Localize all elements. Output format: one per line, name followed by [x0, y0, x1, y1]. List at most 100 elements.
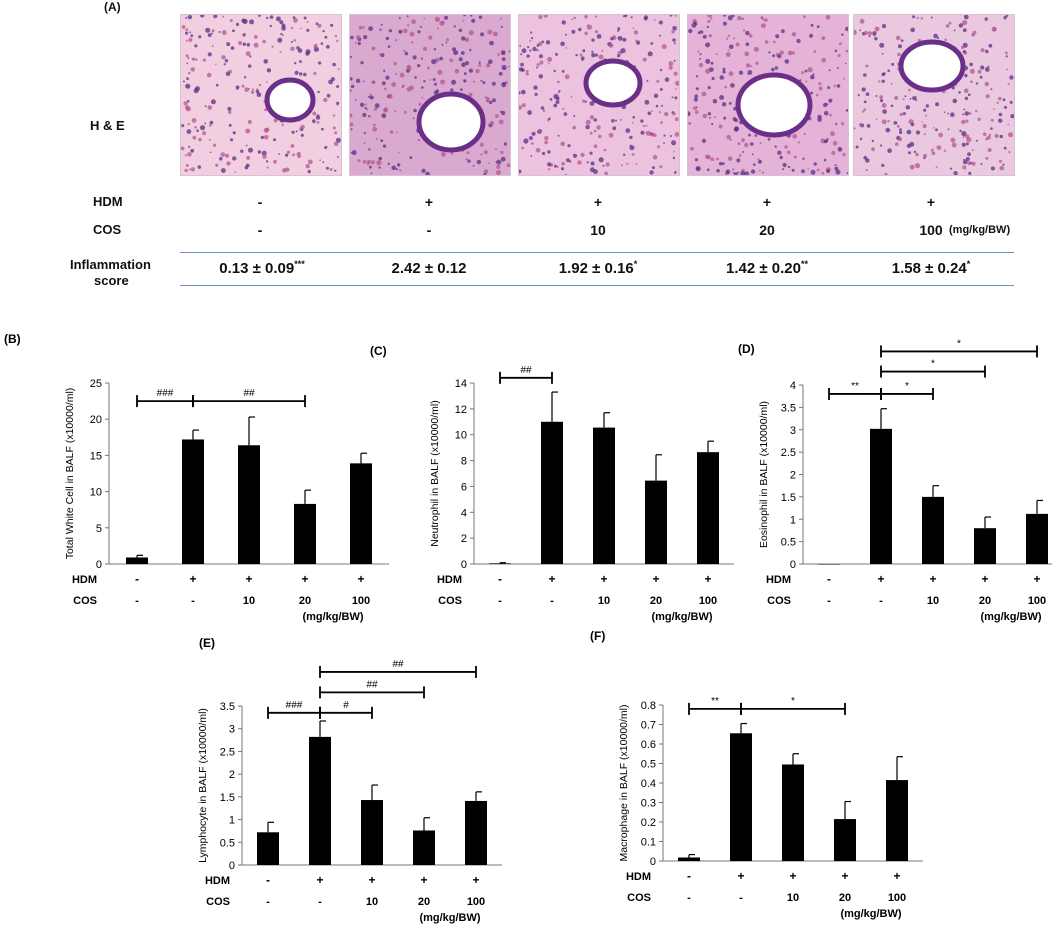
- inflammation-score: 1.42 ± 0.20**: [726, 259, 808, 277]
- cos-value: -: [687, 892, 691, 904]
- bar: [1026, 513, 1048, 564]
- dose-unit: (mg/kg/BW): [840, 908, 901, 920]
- significance-label: ###: [286, 700, 303, 711]
- bar: [238, 445, 260, 564]
- cos-value: -: [135, 595, 139, 607]
- panel-label: (D): [738, 342, 755, 356]
- y-tick-label: 5: [96, 523, 102, 535]
- hdm-value: -: [827, 572, 831, 586]
- hdm-value: +: [357, 572, 364, 586]
- panel-label: (C): [370, 344, 387, 358]
- y-tick-label: 3.5: [781, 402, 796, 414]
- y-tick-label: 0: [229, 860, 235, 872]
- hdm-value: -: [498, 572, 502, 586]
- histology-image-1: [180, 14, 342, 176]
- significance-label: ##: [243, 388, 255, 399]
- y-tick-label: 0: [790, 559, 796, 571]
- y-tick-label: 0.6: [641, 739, 656, 751]
- y-tick-label: 0.3: [641, 798, 656, 810]
- row-label-cos: COS: [93, 222, 122, 237]
- histology-image-3: [518, 14, 680, 176]
- hdm-value: +: [704, 572, 711, 586]
- cos-value: 100: [888, 892, 906, 904]
- y-tick-label: 3: [790, 425, 796, 437]
- bar: [541, 421, 563, 564]
- y-axis-label: Lymphocyte in BALF (x10000/ml): [197, 708, 209, 863]
- y-tick-label: 2: [461, 533, 467, 545]
- cos-label: COS: [73, 595, 97, 607]
- y-tick-label: 0.8: [641, 700, 656, 712]
- score-label-line2: score: [94, 273, 129, 288]
- y-tick-label: 4: [461, 507, 467, 519]
- cos-value: -: [827, 595, 831, 607]
- cos-value: -: [191, 595, 195, 607]
- cos-label: COS: [767, 595, 791, 607]
- significance-label: **: [851, 381, 859, 392]
- cos-cell: -: [257, 222, 263, 238]
- bar: [974, 528, 996, 564]
- cos-value: 20: [839, 892, 851, 904]
- cos-value: 10: [366, 896, 378, 908]
- bar: [350, 463, 372, 564]
- cos-value: 10: [598, 595, 610, 607]
- bar: [361, 800, 383, 865]
- cos-cell: 20: [759, 222, 775, 238]
- y-tick-label: 0.5: [781, 537, 796, 549]
- dose-unit: (mg/kg/BW): [651, 611, 712, 623]
- significance-label: *: [905, 381, 909, 392]
- cos-value: -: [266, 896, 270, 908]
- hdm-value: +: [841, 869, 848, 883]
- y-tick-label: 0.1: [641, 837, 656, 849]
- y-tick-label: 3.5: [220, 701, 235, 713]
- dose-unit: (mg/kg/BW): [419, 912, 480, 924]
- hdm-cell: +: [926, 194, 936, 210]
- y-tick-label: 25: [90, 378, 102, 390]
- hdm-value: +: [789, 869, 796, 883]
- y-axis-label: Total White Cell in BALF (x10000/ml): [64, 388, 76, 560]
- score-rule-top: [180, 252, 1014, 253]
- hdm-value: +: [316, 873, 323, 887]
- panel-label: (E): [199, 636, 215, 650]
- inflammation-score: 1.58 ± 0.24*: [891, 259, 971, 277]
- cos-value: 100: [1028, 595, 1046, 607]
- cos-cell: 100: [919, 222, 943, 238]
- cos-value: 10: [927, 595, 939, 607]
- y-tick-label: 1.5: [781, 492, 796, 504]
- bar: [593, 427, 615, 564]
- hdm-value: +: [652, 572, 659, 586]
- y-tick-label: 1.5: [220, 792, 235, 804]
- panel-label: (F): [590, 629, 605, 643]
- bar: [413, 830, 435, 865]
- hdm-label: HDM: [626, 871, 651, 883]
- y-tick-label: 0.7: [641, 720, 656, 732]
- chart-c: (C) 0 2 4 6 8 10 12 14 Neutrophil in BALF (x10000…: [370, 344, 734, 623]
- hdm-value: +: [301, 572, 308, 586]
- hdm-cell: +: [762, 194, 772, 210]
- histology-image-4: [687, 14, 849, 176]
- significance-label: ###: [157, 388, 174, 399]
- y-tick-label: 10: [455, 430, 467, 442]
- bar: [465, 800, 487, 865]
- y-tick-label: 15: [90, 450, 102, 462]
- y-tick-label: 2: [229, 769, 235, 781]
- y-tick-label: 0.2: [641, 817, 656, 829]
- bar: [870, 428, 892, 564]
- significance-label: *: [931, 359, 935, 370]
- histology-image-5: [853, 14, 1015, 176]
- score-rule-bottom: [180, 285, 1014, 286]
- hdm-value: -: [135, 572, 139, 586]
- significance-label: *: [791, 696, 795, 707]
- hdm-value: +: [189, 572, 196, 586]
- hdm-label: HDM: [766, 574, 791, 586]
- chart-e: (E) 0 0.5 1 1.5 2 2.5 3 3.5 Lymphocyte in BALF (x…: [197, 636, 502, 924]
- bar: [886, 780, 908, 861]
- bar: [182, 439, 204, 564]
- hdm-value: +: [981, 572, 988, 586]
- hdm-value: +: [737, 869, 744, 883]
- bar: [257, 832, 279, 865]
- chart-f: (F) 0 0.1 0.2 0.3 0.4 0.5 0.6 0.7 0.8 Macrophage i…: [590, 629, 923, 920]
- y-tick-label: 14: [455, 378, 467, 390]
- bar: [294, 503, 316, 564]
- bar: [126, 557, 148, 564]
- y-axis-label: Eosinophil in BALF (x10000/ml): [758, 401, 770, 548]
